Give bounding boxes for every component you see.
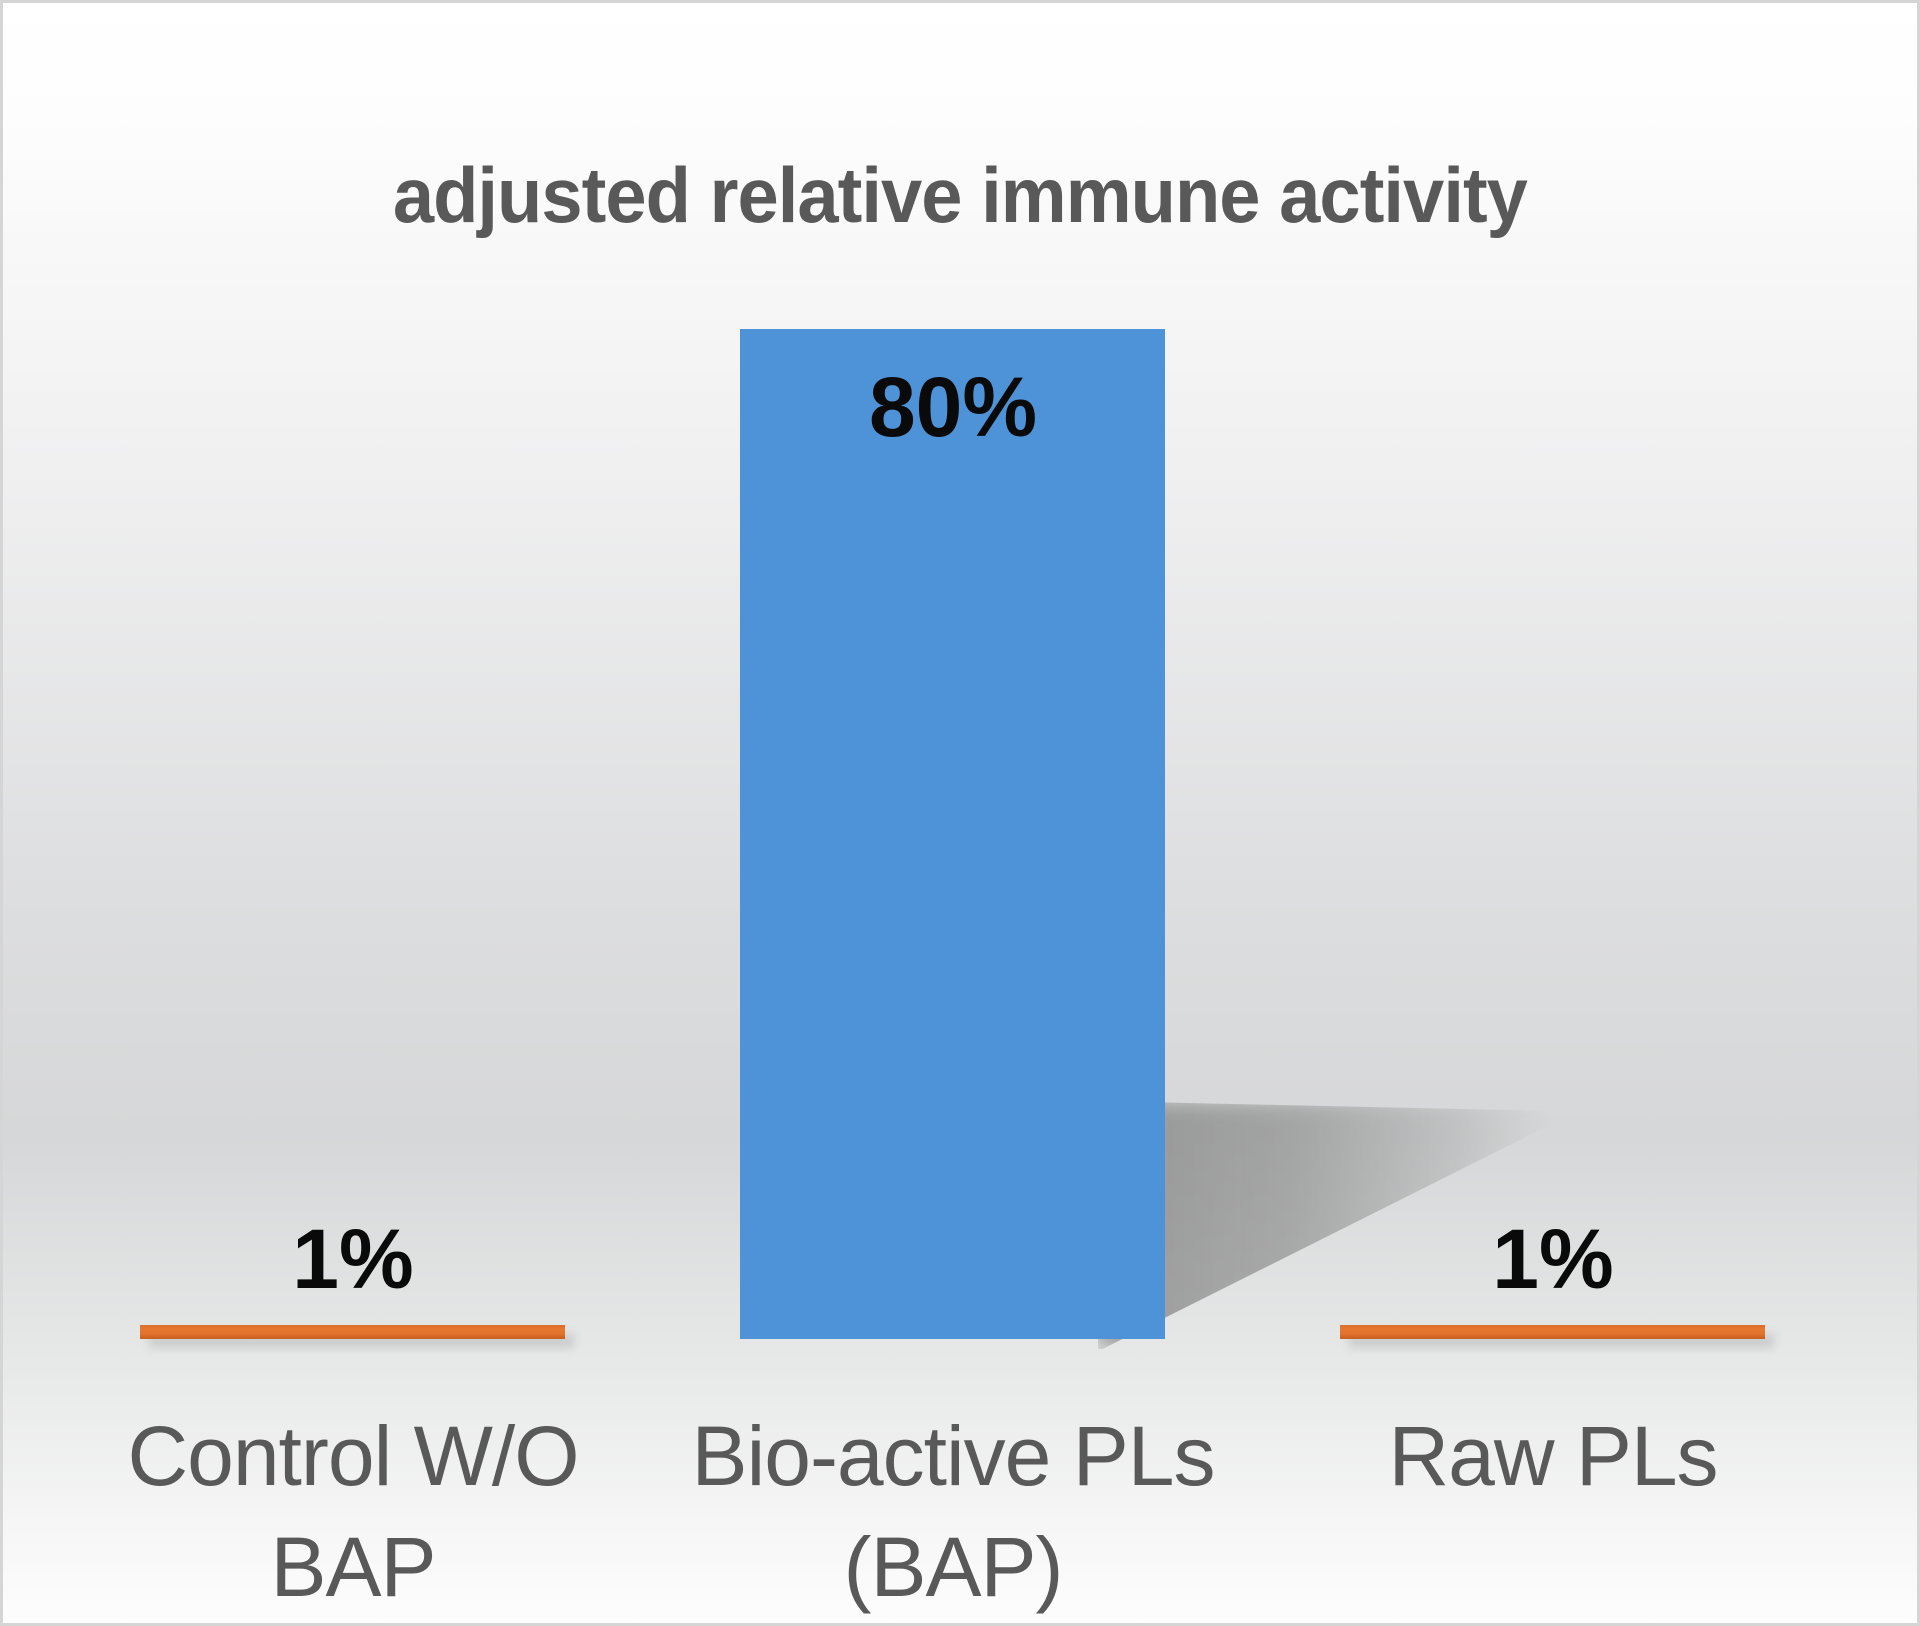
value-label-bap: 80% [868, 360, 1038, 454]
value-label-raw: 1% [1492, 1212, 1614, 1306]
value-label-control: 1% [292, 1212, 414, 1306]
chart-title-text: adjusted relative immune activity [392, 151, 1528, 239]
category-column-control: 1% Control W/O BAP [53, 3, 653, 1623]
category-column-bap: 80% Bio-active PLs (BAP) [653, 3, 1253, 1623]
category-label-bap: Bio-active PLs (BAP) [691, 1409, 1216, 1614]
chart-title: adjusted relative immune activity [3, 151, 1917, 241]
category-label-raw: Raw PLs [1388, 1409, 1718, 1503]
bar-control [140, 1325, 565, 1339]
category-label-control: Control W/O BAP [127, 1409, 579, 1614]
plot-area: 1% Control W/O BAP 80% Bio-active PLs (B… [3, 3, 1917, 1623]
bar-raw [1340, 1325, 1765, 1339]
bar-bap [740, 329, 1165, 1339]
category-column-raw: 1% Raw PLs [1253, 3, 1853, 1623]
